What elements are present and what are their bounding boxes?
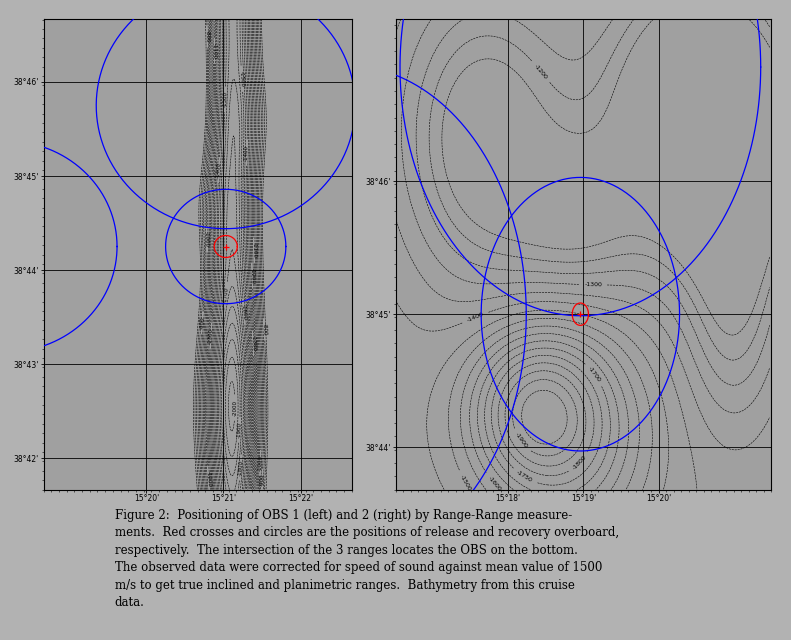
Text: -800: -800 bbox=[205, 30, 210, 43]
Text: -1600: -1600 bbox=[486, 476, 502, 492]
Text: -1700: -1700 bbox=[587, 366, 602, 383]
Text: -1300: -1300 bbox=[208, 327, 214, 344]
Text: -1200: -1200 bbox=[249, 268, 255, 284]
Text: -900: -900 bbox=[199, 316, 205, 329]
Text: -1900: -1900 bbox=[237, 422, 243, 438]
Text: -1400: -1400 bbox=[467, 312, 485, 323]
Text: -1750: -1750 bbox=[516, 470, 533, 484]
Text: -800: -800 bbox=[262, 323, 267, 336]
Text: -1600: -1600 bbox=[241, 303, 247, 320]
Text: -1400: -1400 bbox=[216, 162, 221, 178]
Text: -900: -900 bbox=[259, 474, 265, 486]
Text: -1400: -1400 bbox=[244, 145, 249, 161]
Text: -2000: -2000 bbox=[233, 400, 237, 416]
Text: -1500: -1500 bbox=[239, 71, 245, 87]
Text: -1200: -1200 bbox=[533, 63, 548, 80]
Text: -1900: -1900 bbox=[513, 432, 528, 449]
Text: -1000: -1000 bbox=[258, 455, 263, 471]
Text: -1700: -1700 bbox=[222, 286, 229, 303]
Text: -1300: -1300 bbox=[250, 335, 256, 351]
Text: -1500: -1500 bbox=[222, 92, 228, 108]
Text: -1300: -1300 bbox=[585, 282, 602, 287]
Text: -1200: -1200 bbox=[206, 470, 211, 487]
Text: -1100: -1100 bbox=[252, 243, 256, 259]
Text: -1100: -1100 bbox=[212, 43, 217, 59]
Text: -1000: -1000 bbox=[204, 232, 210, 248]
Text: Figure 2:  Positioning of OBS 1 (left) and 2 (right) by Range-Range measure-
men: Figure 2: Positioning of OBS 1 (left) an… bbox=[115, 509, 619, 609]
Text: -1500: -1500 bbox=[459, 474, 472, 492]
Text: -1800: -1800 bbox=[237, 460, 244, 476]
Text: -1800: -1800 bbox=[572, 454, 588, 471]
